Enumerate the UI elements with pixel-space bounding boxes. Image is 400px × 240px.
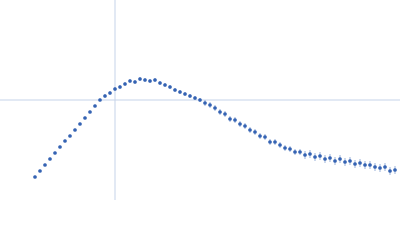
point bbox=[183, 92, 187, 96]
point bbox=[143, 78, 147, 82]
point bbox=[313, 155, 317, 159]
point bbox=[308, 152, 312, 156]
point bbox=[333, 159, 337, 163]
point bbox=[128, 79, 132, 83]
point bbox=[123, 82, 127, 86]
point bbox=[328, 156, 332, 160]
point bbox=[268, 140, 272, 144]
point bbox=[253, 130, 257, 134]
point bbox=[208, 103, 212, 107]
point bbox=[48, 157, 52, 161]
point bbox=[83, 116, 87, 120]
point bbox=[133, 80, 137, 84]
point bbox=[223, 112, 227, 116]
point bbox=[58, 145, 62, 149]
point bbox=[153, 78, 157, 82]
point bbox=[258, 134, 262, 138]
chart bbox=[0, 0, 400, 200]
point bbox=[88, 110, 92, 114]
point bbox=[368, 163, 372, 167]
point bbox=[173, 88, 177, 92]
point bbox=[278, 143, 282, 147]
point bbox=[373, 165, 377, 169]
point bbox=[103, 94, 107, 98]
point bbox=[238, 122, 242, 126]
point bbox=[298, 150, 302, 154]
point bbox=[193, 96, 197, 100]
point bbox=[168, 85, 172, 89]
point bbox=[283, 146, 287, 150]
point bbox=[43, 163, 47, 167]
point bbox=[233, 118, 237, 122]
point bbox=[63, 139, 67, 143]
point bbox=[53, 151, 57, 155]
point bbox=[108, 91, 112, 95]
point bbox=[263, 135, 267, 139]
point bbox=[78, 122, 82, 126]
point bbox=[158, 81, 162, 85]
point bbox=[93, 104, 97, 108]
point bbox=[38, 169, 42, 173]
point bbox=[113, 87, 117, 91]
point bbox=[243, 124, 247, 128]
point bbox=[358, 161, 362, 165]
point bbox=[138, 77, 142, 81]
point bbox=[228, 117, 232, 121]
point bbox=[353, 162, 357, 166]
point bbox=[273, 140, 277, 144]
point bbox=[388, 169, 392, 173]
point bbox=[188, 94, 192, 98]
point bbox=[338, 157, 342, 161]
point bbox=[203, 101, 207, 105]
point bbox=[348, 159, 352, 163]
point bbox=[363, 163, 367, 167]
point bbox=[303, 153, 307, 157]
point bbox=[293, 150, 297, 154]
point bbox=[118, 85, 122, 89]
point bbox=[178, 90, 182, 94]
point bbox=[213, 106, 217, 110]
point bbox=[148, 79, 152, 83]
point bbox=[98, 98, 102, 102]
point bbox=[288, 147, 292, 151]
point bbox=[68, 134, 72, 138]
point bbox=[378, 166, 382, 170]
point bbox=[318, 154, 322, 158]
point bbox=[383, 165, 387, 169]
point bbox=[33, 175, 37, 179]
point bbox=[218, 110, 222, 114]
point bbox=[323, 157, 327, 161]
point bbox=[393, 168, 397, 172]
point bbox=[163, 83, 167, 87]
point bbox=[73, 128, 77, 132]
point bbox=[248, 128, 252, 132]
point bbox=[343, 160, 347, 164]
point bbox=[198, 98, 202, 102]
